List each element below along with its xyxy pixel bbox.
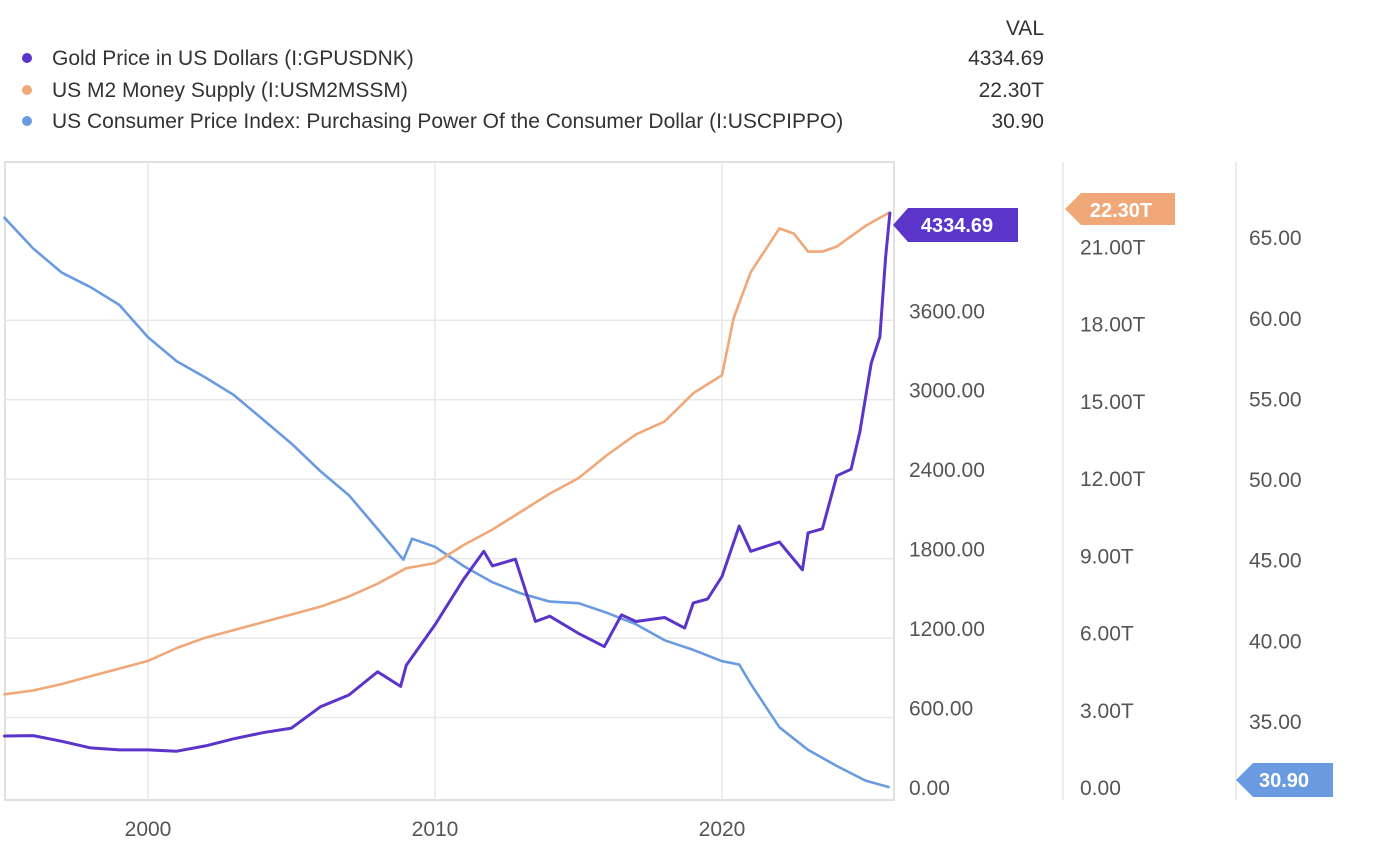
end-label-cpi: 30.90 (1236, 763, 1333, 797)
y-tick-label-cpi: 40.00 (1249, 630, 1302, 653)
x-tick-label: 2000 (125, 818, 172, 841)
y-tick-label-m2: 3.00T (1080, 700, 1134, 723)
y-tick-label-gold: 1200.00 (909, 618, 985, 641)
legend-item-m2[interactable]: US M2 Money Supply (I:USM2MSSM) 22.30T (22, 79, 1044, 102)
legend-label-m2: US M2 Money Supply (I:USM2MSSM) (52, 79, 408, 102)
x-tick-label: 2020 (699, 818, 746, 841)
y-tick-label-m2: 9.00T (1080, 545, 1134, 568)
y-tick-label-gold: 2400.00 (909, 459, 985, 482)
y-tick-label-cpi: 35.00 (1249, 711, 1302, 734)
end-label-cpi-shape (1236, 763, 1333, 797)
y-tick-label-cpi: 65.00 (1249, 227, 1302, 250)
y-axis-cpi: 65.00 60.00 55.00 50.00 45.00 40.00 35.0… (1249, 227, 1302, 734)
y-axis-gold: 3600.00 3000.00 2400.00 1800.00 1200.00 … (909, 300, 985, 800)
y-tick-label-cpi: 60.00 (1249, 308, 1302, 331)
series-layer (3, 211, 892, 789)
x-axis: 2000 2010 2020 (125, 818, 746, 841)
end-label-cpi-text: 30.90 (1259, 770, 1309, 792)
y-tick-label-m2: 0.00 (1080, 777, 1121, 800)
end-label-m2: 22.30T (1065, 193, 1175, 225)
y-tick-label-gold: 3000.00 (909, 380, 985, 403)
end-label-gold: 4334.69 (893, 208, 1018, 242)
y-tick-label-m2: 6.00T (1080, 623, 1134, 646)
y-tick-label-cpi: 50.00 (1249, 469, 1302, 492)
legend-value-m2: 22.30T (979, 79, 1045, 102)
end-label-gold-shape (893, 208, 1018, 242)
legend-item-gold[interactable]: Gold Price in US Dollars (I:GPUSDNK) 433… (22, 47, 1044, 70)
legend-marker-gold (22, 53, 32, 63)
series-line-m2 (3, 211, 890, 696)
y-tick-label-m2: 12.00T (1080, 468, 1146, 491)
legend-item-cpi[interactable]: US Consumer Price Index: Purchasing Powe… (22, 110, 1044, 133)
y-tick-label-cpi: 55.00 (1249, 388, 1302, 411)
series-line-cpi (3, 216, 890, 789)
y-tick-label-gold: 3600.00 (909, 300, 985, 323)
y-axis-m2: 21.00T 18.00T 15.00T 12.00T 9.00T 6.00T … (1080, 236, 1146, 800)
legend-value-header: VAL (1006, 17, 1044, 40)
legend-marker-m2 (22, 85, 32, 95)
legend-label-gold: Gold Price in US Dollars (I:GPUSDNK) (52, 47, 414, 70)
legend-marker-cpi (22, 116, 32, 126)
end-label-m2-shape (1065, 193, 1175, 225)
legend-label-cpi: US Consumer Price Index: Purchasing Powe… (52, 110, 843, 133)
legend-value-cpi: 30.90 (991, 110, 1044, 133)
gridlines (5, 162, 894, 800)
end-label-m2-text: 22.30T (1090, 200, 1152, 222)
legend: VAL Gold Price in US Dollars (I:GPUSDNK)… (22, 17, 1044, 133)
y-tick-label-gold: 1800.00 (909, 539, 985, 562)
y-tick-label-m2: 21.00T (1080, 236, 1146, 259)
y-tick-label-cpi: 45.00 (1249, 550, 1302, 573)
end-label-gold-text: 4334.69 (921, 215, 993, 237)
legend-value-gold: 4334.69 (968, 47, 1044, 70)
y-tick-label-m2: 15.00T (1080, 391, 1146, 414)
x-tick-label: 2010 (412, 818, 459, 841)
y-tick-label-gold: 600.00 (909, 698, 973, 721)
plot-area (4, 161, 895, 801)
series-line-gold (3, 211, 892, 753)
y-tick-label-gold: 0.00 (909, 777, 950, 800)
y-tick-label-m2: 18.00T (1080, 314, 1146, 337)
